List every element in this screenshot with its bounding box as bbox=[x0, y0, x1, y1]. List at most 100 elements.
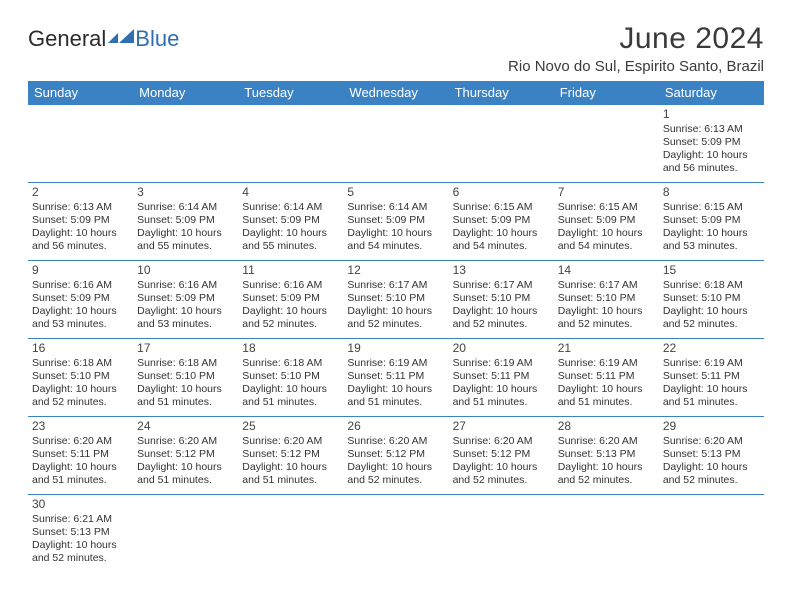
day-number: 11 bbox=[242, 263, 339, 278]
calendar-cell-empty bbox=[554, 105, 659, 183]
calendar-cell-empty bbox=[133, 495, 238, 573]
logo: General Blue bbox=[28, 22, 179, 52]
page-header: General Blue June 2024 Rio Novo do Sul, … bbox=[28, 22, 764, 75]
sunset-line: Sunset: 5:09 PM bbox=[663, 214, 760, 227]
sunrise-line: Sunrise: 6:18 AM bbox=[663, 279, 760, 292]
day-number: 24 bbox=[137, 419, 234, 434]
sunrise-line: Sunrise: 6:17 AM bbox=[558, 279, 655, 292]
daylight-line: Daylight: 10 hours and 51 minutes. bbox=[453, 383, 550, 409]
sunrise-line: Sunrise: 6:19 AM bbox=[347, 357, 444, 370]
calendar-cell: 24Sunrise: 6:20 AMSunset: 5:12 PMDayligh… bbox=[133, 417, 238, 495]
day-header: Wednesday bbox=[343, 81, 448, 105]
calendar-cell: 30Sunrise: 6:21 AMSunset: 5:13 PMDayligh… bbox=[28, 495, 133, 573]
sunrise-line: Sunrise: 6:18 AM bbox=[32, 357, 129, 370]
sunrise-line: Sunrise: 6:14 AM bbox=[137, 201, 234, 214]
daylight-line: Daylight: 10 hours and 51 minutes. bbox=[558, 383, 655, 409]
sunset-line: Sunset: 5:11 PM bbox=[347, 370, 444, 383]
day-number: 17 bbox=[137, 341, 234, 356]
sunset-line: Sunset: 5:11 PM bbox=[663, 370, 760, 383]
day-header: Monday bbox=[133, 81, 238, 105]
day-number: 3 bbox=[137, 185, 234, 200]
calendar-cell: 17Sunrise: 6:18 AMSunset: 5:10 PMDayligh… bbox=[133, 339, 238, 417]
day-number: 30 bbox=[32, 497, 129, 512]
daylight-line: Daylight: 10 hours and 51 minutes. bbox=[242, 383, 339, 409]
day-number: 12 bbox=[347, 263, 444, 278]
calendar-cell-empty bbox=[133, 105, 238, 183]
daylight-line: Daylight: 10 hours and 54 minutes. bbox=[347, 227, 444, 253]
sunset-line: Sunset: 5:09 PM bbox=[453, 214, 550, 227]
calendar-cell-empty bbox=[343, 105, 448, 183]
sunset-line: Sunset: 5:10 PM bbox=[663, 292, 760, 305]
calendar-cell: 7Sunrise: 6:15 AMSunset: 5:09 PMDaylight… bbox=[554, 183, 659, 261]
sunrise-line: Sunrise: 6:20 AM bbox=[347, 435, 444, 448]
sunrise-line: Sunrise: 6:20 AM bbox=[663, 435, 760, 448]
calendar-row: 23Sunrise: 6:20 AMSunset: 5:11 PMDayligh… bbox=[28, 417, 764, 495]
day-number: 27 bbox=[453, 419, 550, 434]
calendar-row: 1Sunrise: 6:13 AMSunset: 5:09 PMDaylight… bbox=[28, 105, 764, 183]
day-number: 7 bbox=[558, 185, 655, 200]
sunrise-line: Sunrise: 6:13 AM bbox=[32, 201, 129, 214]
sunset-line: Sunset: 5:11 PM bbox=[453, 370, 550, 383]
day-number: 15 bbox=[663, 263, 760, 278]
daylight-line: Daylight: 10 hours and 51 minutes. bbox=[663, 383, 760, 409]
sunset-line: Sunset: 5:10 PM bbox=[137, 370, 234, 383]
calendar-table: SundayMondayTuesdayWednesdayThursdayFrid… bbox=[28, 81, 764, 573]
day-header: Tuesday bbox=[238, 81, 343, 105]
sunset-line: Sunset: 5:10 PM bbox=[453, 292, 550, 305]
sunset-line: Sunset: 5:09 PM bbox=[242, 214, 339, 227]
month-title: June 2024 bbox=[508, 22, 764, 56]
calendar-cell: 20Sunrise: 6:19 AMSunset: 5:11 PMDayligh… bbox=[449, 339, 554, 417]
day-header: Sunday bbox=[28, 81, 133, 105]
daylight-line: Daylight: 10 hours and 55 minutes. bbox=[242, 227, 339, 253]
day-number: 4 bbox=[242, 185, 339, 200]
sunset-line: Sunset: 5:12 PM bbox=[137, 448, 234, 461]
sunset-line: Sunset: 5:12 PM bbox=[453, 448, 550, 461]
sunrise-line: Sunrise: 6:18 AM bbox=[137, 357, 234, 370]
calendar-page: General Blue June 2024 Rio Novo do Sul, … bbox=[0, 0, 792, 583]
daylight-line: Daylight: 10 hours and 51 minutes. bbox=[137, 461, 234, 487]
sunset-line: Sunset: 5:13 PM bbox=[663, 448, 760, 461]
day-number: 22 bbox=[663, 341, 760, 356]
day-number: 16 bbox=[32, 341, 129, 356]
day-number: 18 bbox=[242, 341, 339, 356]
day-number: 14 bbox=[558, 263, 655, 278]
sunset-line: Sunset: 5:12 PM bbox=[347, 448, 444, 461]
daylight-line: Daylight: 10 hours and 52 minutes. bbox=[663, 461, 760, 487]
daylight-line: Daylight: 10 hours and 52 minutes. bbox=[558, 461, 655, 487]
sunset-line: Sunset: 5:09 PM bbox=[663, 136, 760, 149]
calendar-cell-empty bbox=[449, 105, 554, 183]
calendar-cell: 11Sunrise: 6:16 AMSunset: 5:09 PMDayligh… bbox=[238, 261, 343, 339]
calendar-cell: 15Sunrise: 6:18 AMSunset: 5:10 PMDayligh… bbox=[659, 261, 764, 339]
sunrise-line: Sunrise: 6:14 AM bbox=[347, 201, 444, 214]
day-number: 5 bbox=[347, 185, 444, 200]
daylight-line: Daylight: 10 hours and 53 minutes. bbox=[32, 305, 129, 331]
daylight-line: Daylight: 10 hours and 51 minutes. bbox=[347, 383, 444, 409]
day-number: 28 bbox=[558, 419, 655, 434]
calendar-cell: 16Sunrise: 6:18 AMSunset: 5:10 PMDayligh… bbox=[28, 339, 133, 417]
daylight-line: Daylight: 10 hours and 56 minutes. bbox=[663, 149, 760, 175]
daylight-line: Daylight: 10 hours and 53 minutes. bbox=[137, 305, 234, 331]
daylight-line: Daylight: 10 hours and 53 minutes. bbox=[663, 227, 760, 253]
sunrise-line: Sunrise: 6:14 AM bbox=[242, 201, 339, 214]
daylight-line: Daylight: 10 hours and 56 minutes. bbox=[32, 227, 129, 253]
sunrise-line: Sunrise: 6:20 AM bbox=[32, 435, 129, 448]
logo-text-2: Blue bbox=[135, 26, 179, 52]
day-number: 25 bbox=[242, 419, 339, 434]
calendar-cell-empty bbox=[238, 105, 343, 183]
day-number: 13 bbox=[453, 263, 550, 278]
calendar-cell-empty bbox=[659, 495, 764, 573]
sunset-line: Sunset: 5:10 PM bbox=[32, 370, 129, 383]
calendar-cell: 3Sunrise: 6:14 AMSunset: 5:09 PMDaylight… bbox=[133, 183, 238, 261]
calendar-row: 9Sunrise: 6:16 AMSunset: 5:09 PMDaylight… bbox=[28, 261, 764, 339]
sunset-line: Sunset: 5:09 PM bbox=[32, 214, 129, 227]
daylight-line: Daylight: 10 hours and 51 minutes. bbox=[137, 383, 234, 409]
daylight-line: Daylight: 10 hours and 54 minutes. bbox=[558, 227, 655, 253]
daylight-line: Daylight: 10 hours and 52 minutes. bbox=[453, 461, 550, 487]
title-block: June 2024 Rio Novo do Sul, Espirito Sant… bbox=[508, 22, 764, 75]
sunset-line: Sunset: 5:10 PM bbox=[242, 370, 339, 383]
sunrise-line: Sunrise: 6:15 AM bbox=[558, 201, 655, 214]
calendar-row: 2Sunrise: 6:13 AMSunset: 5:09 PMDaylight… bbox=[28, 183, 764, 261]
calendar-cell: 22Sunrise: 6:19 AMSunset: 5:11 PMDayligh… bbox=[659, 339, 764, 417]
daylight-line: Daylight: 10 hours and 52 minutes. bbox=[32, 383, 129, 409]
calendar-cell: 8Sunrise: 6:15 AMSunset: 5:09 PMDaylight… bbox=[659, 183, 764, 261]
